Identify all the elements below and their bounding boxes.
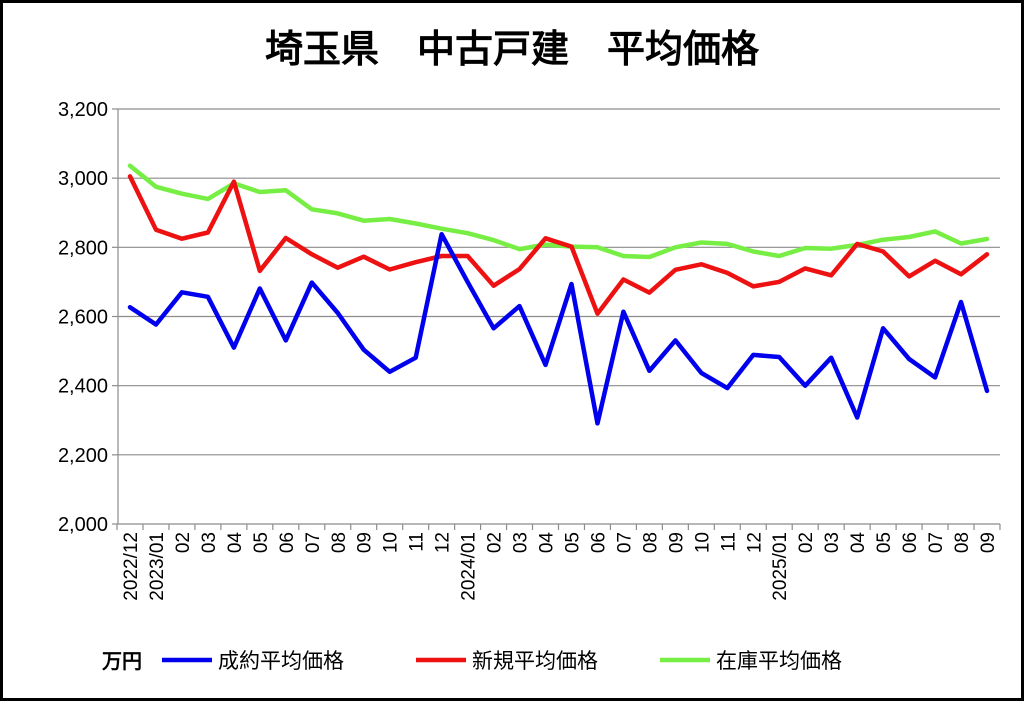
x-tick-label: 10 <box>381 532 402 553</box>
x-tick-label: 10 <box>692 532 713 553</box>
x-tick-label: 08 <box>952 532 973 553</box>
legend-label: 在庫平均価格 <box>716 649 842 673</box>
legend-label: 成約平均価格 <box>218 649 344 673</box>
x-tick-label: 06 <box>277 532 298 553</box>
x-tick-label: 2022/12 <box>121 532 142 601</box>
legend: 万円 成約平均価格 新規平均価格 在庫平均価格 <box>101 649 842 673</box>
gridlines <box>118 108 1000 456</box>
y-tick-label: 2,400 <box>58 376 108 398</box>
y-tick-label: 3,000 <box>58 168 108 190</box>
x-tick-label: 2024/01 <box>459 532 480 601</box>
x-tick-label: 11 <box>718 532 739 552</box>
series-line <box>127 174 990 316</box>
unit-label: 万円 <box>101 649 142 673</box>
y-tick-label: 2,200 <box>58 445 108 467</box>
x-tick-label: 07 <box>926 532 947 553</box>
x-tick-label: 12 <box>433 532 454 553</box>
y-axis-ticks: 2,000 2,200 2,400 2,600 2,800 3,000 3,200 <box>58 99 118 536</box>
x-tick-label: 11 <box>407 532 428 552</box>
x-tick-label: 2023/01 <box>147 532 168 601</box>
x-tick-label: 05 <box>874 532 895 553</box>
x-tick-label: 2025/01 <box>770 532 791 601</box>
chart-title: 埼玉県 中古戸建 平均価格 <box>265 27 760 71</box>
x-tick-label: 04 <box>537 532 558 554</box>
y-tick-label: 2,800 <box>58 237 108 259</box>
x-tick-label: 07 <box>303 532 324 553</box>
x-tick-label: 02 <box>485 532 506 553</box>
x-tick-label: 03 <box>822 532 843 553</box>
x-tick-label: 07 <box>614 532 635 553</box>
x-tick-label: 02 <box>796 532 817 553</box>
y-tick-label: 2,000 <box>58 514 108 536</box>
y-tick-label: 3,200 <box>58 99 108 121</box>
x-tick-label: 06 <box>588 532 609 553</box>
x-tick-label: 05 <box>251 532 272 553</box>
x-tick-label: 09 <box>978 532 999 553</box>
x-tick-label: 03 <box>199 532 220 553</box>
x-tick-label: 08 <box>329 532 350 553</box>
x-axis-ticks: 2022/12 2023/01 02 03 04 05 06 07 08 09 10 11 12 2024… <box>116 524 1001 601</box>
x-tick-label: 09 <box>355 532 376 553</box>
y-tick-label: 2,600 <box>58 307 108 329</box>
x-tick-label: 04 <box>225 532 246 554</box>
series-lines <box>127 163 990 426</box>
x-tick-label: 12 <box>744 532 765 553</box>
x-tick-label: 05 <box>562 532 583 553</box>
series-line <box>127 163 990 260</box>
series-line <box>127 231 990 426</box>
x-tick-label: 04 <box>848 532 869 554</box>
x-tick-label: 03 <box>511 532 532 553</box>
x-tick-label: 06 <box>900 532 921 553</box>
legend-label: 新規平均価格 <box>472 649 598 673</box>
x-tick-label: 02 <box>173 532 194 553</box>
x-tick-label: 09 <box>666 532 687 553</box>
x-tick-label: 08 <box>640 532 661 553</box>
